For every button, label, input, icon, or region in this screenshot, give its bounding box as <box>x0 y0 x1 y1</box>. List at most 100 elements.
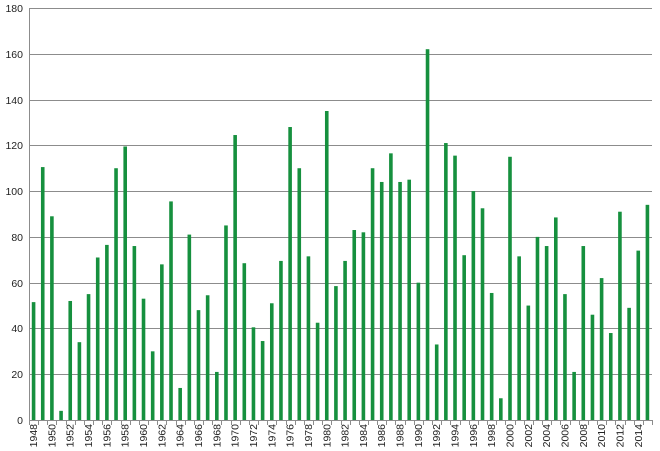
bar-1986 <box>379 181 384 420</box>
x-tick-label: 1986 <box>376 424 388 448</box>
y-tick-label: 0 <box>17 415 23 427</box>
bar-1966 <box>196 310 201 420</box>
bar-2003 <box>535 236 540 420</box>
bar-1992 <box>434 344 439 420</box>
y-tick-label: 100 <box>5 186 23 198</box>
bar-1977 <box>297 168 302 420</box>
bar-1970 <box>233 135 237 420</box>
bar-1981 <box>334 286 338 420</box>
bar-1998 <box>489 292 494 420</box>
x-tick-label: 1990 <box>413 424 425 448</box>
bar-1971 <box>242 263 247 420</box>
x-tick-label: 1988 <box>395 424 407 448</box>
x-tick-label: 1956 <box>101 424 113 448</box>
bar-1994 <box>453 155 457 420</box>
x-tick-label: 1972 <box>248 424 260 448</box>
bar-1965 <box>187 234 192 420</box>
bar-1978 <box>306 256 311 420</box>
gridlines <box>29 8 652 375</box>
bar-1951 <box>59 410 63 420</box>
x-tick-label: 1976 <box>285 424 297 448</box>
bar-2002 <box>526 305 531 420</box>
x-tick-label: 1950 <box>46 424 58 448</box>
bar-1995 <box>462 255 466 420</box>
bar-1972 <box>251 327 256 420</box>
x-tick-label: 1984 <box>358 424 370 448</box>
x-tick-label: 1954 <box>83 424 95 448</box>
x-tick-label: 1994 <box>450 424 462 448</box>
bar-2015 <box>645 204 650 420</box>
bar-1987 <box>389 153 393 420</box>
bar-1979 <box>315 322 320 420</box>
x-tick-label: 1980 <box>321 424 333 448</box>
bar-1985 <box>370 168 375 420</box>
bar-2014 <box>636 250 641 420</box>
x-tick-label: 1960 <box>138 424 150 448</box>
bar-1959 <box>132 246 137 420</box>
y-tick-label: 140 <box>5 95 23 107</box>
y-tick-label: 120 <box>5 140 23 152</box>
bar-1952 <box>68 300 73 420</box>
bar-1953 <box>77 342 82 420</box>
x-tick-label: 2000 <box>504 424 516 448</box>
bar-1955 <box>95 257 100 420</box>
bar-1976 <box>288 127 292 421</box>
x-tick-label: 1974 <box>266 424 278 448</box>
x-tick-label: 1992 <box>431 424 443 448</box>
x-tick-label: 2006 <box>559 424 571 448</box>
x-tick-label: 2012 <box>614 424 626 448</box>
x-tick-label: 1958 <box>120 424 132 448</box>
axes <box>29 8 653 425</box>
bar-1957 <box>114 168 118 420</box>
bar-1961 <box>150 351 155 420</box>
bar-2006 <box>563 294 567 420</box>
bar-1975 <box>279 260 283 420</box>
bar-1982 <box>343 260 347 420</box>
bar-2012 <box>618 211 622 420</box>
bar-1984 <box>361 232 366 420</box>
bar-2000 <box>508 156 512 420</box>
y-tick-label: 60 <box>11 278 23 290</box>
bar-2007 <box>572 371 576 420</box>
x-tick-label: 2002 <box>523 424 535 448</box>
x-tick-label: 2014 <box>633 424 645 448</box>
bar-1999 <box>499 398 503 420</box>
bar-1997 <box>480 208 485 420</box>
bar-2001 <box>517 256 521 420</box>
bar-1958 <box>123 146 127 421</box>
bar-1983 <box>352 230 357 420</box>
x-tick-label: 1964 <box>175 424 187 448</box>
x-tick-label: 1982 <box>340 424 352 448</box>
bar-1973 <box>260 341 265 420</box>
bar-1962 <box>160 264 164 420</box>
bar-1993 <box>444 143 448 421</box>
bar-1954 <box>86 294 91 420</box>
y-tick-label: 80 <box>11 232 23 244</box>
y-tick-label: 20 <box>11 369 23 381</box>
bar-1967 <box>205 295 210 420</box>
bar-1968 <box>215 371 219 420</box>
bar-1988 <box>398 181 402 420</box>
y-axis-tick-labels: 0 20 40 60 80 100 120 140 160 180 <box>5 3 23 427</box>
bar-2008 <box>581 246 586 420</box>
x-tick-label: 1968 <box>211 424 223 448</box>
x-axis-tick-labels: 1948 1950 1952 1954 1956 1958 1960 1962 1964 1966… <box>28 424 645 448</box>
bar-1948 <box>31 302 36 420</box>
bar-2013 <box>627 307 631 420</box>
x-tick-label: 1996 <box>468 424 480 448</box>
y-tick-label: 180 <box>5 3 23 15</box>
bar-1974 <box>269 303 274 420</box>
bar-1963 <box>169 201 173 420</box>
bar-1964 <box>178 387 182 420</box>
bar-1969 <box>224 225 228 420</box>
x-tick-label: 1948 <box>28 424 40 448</box>
bar-1960 <box>141 298 146 420</box>
bar-1996 <box>471 191 476 420</box>
bar-2011 <box>608 333 613 420</box>
bar-1989 <box>407 179 412 420</box>
bar-1990 <box>416 282 421 420</box>
x-tick-label: 1962 <box>156 424 168 448</box>
bar-2005 <box>554 217 558 420</box>
bar-1980 <box>324 111 329 420</box>
